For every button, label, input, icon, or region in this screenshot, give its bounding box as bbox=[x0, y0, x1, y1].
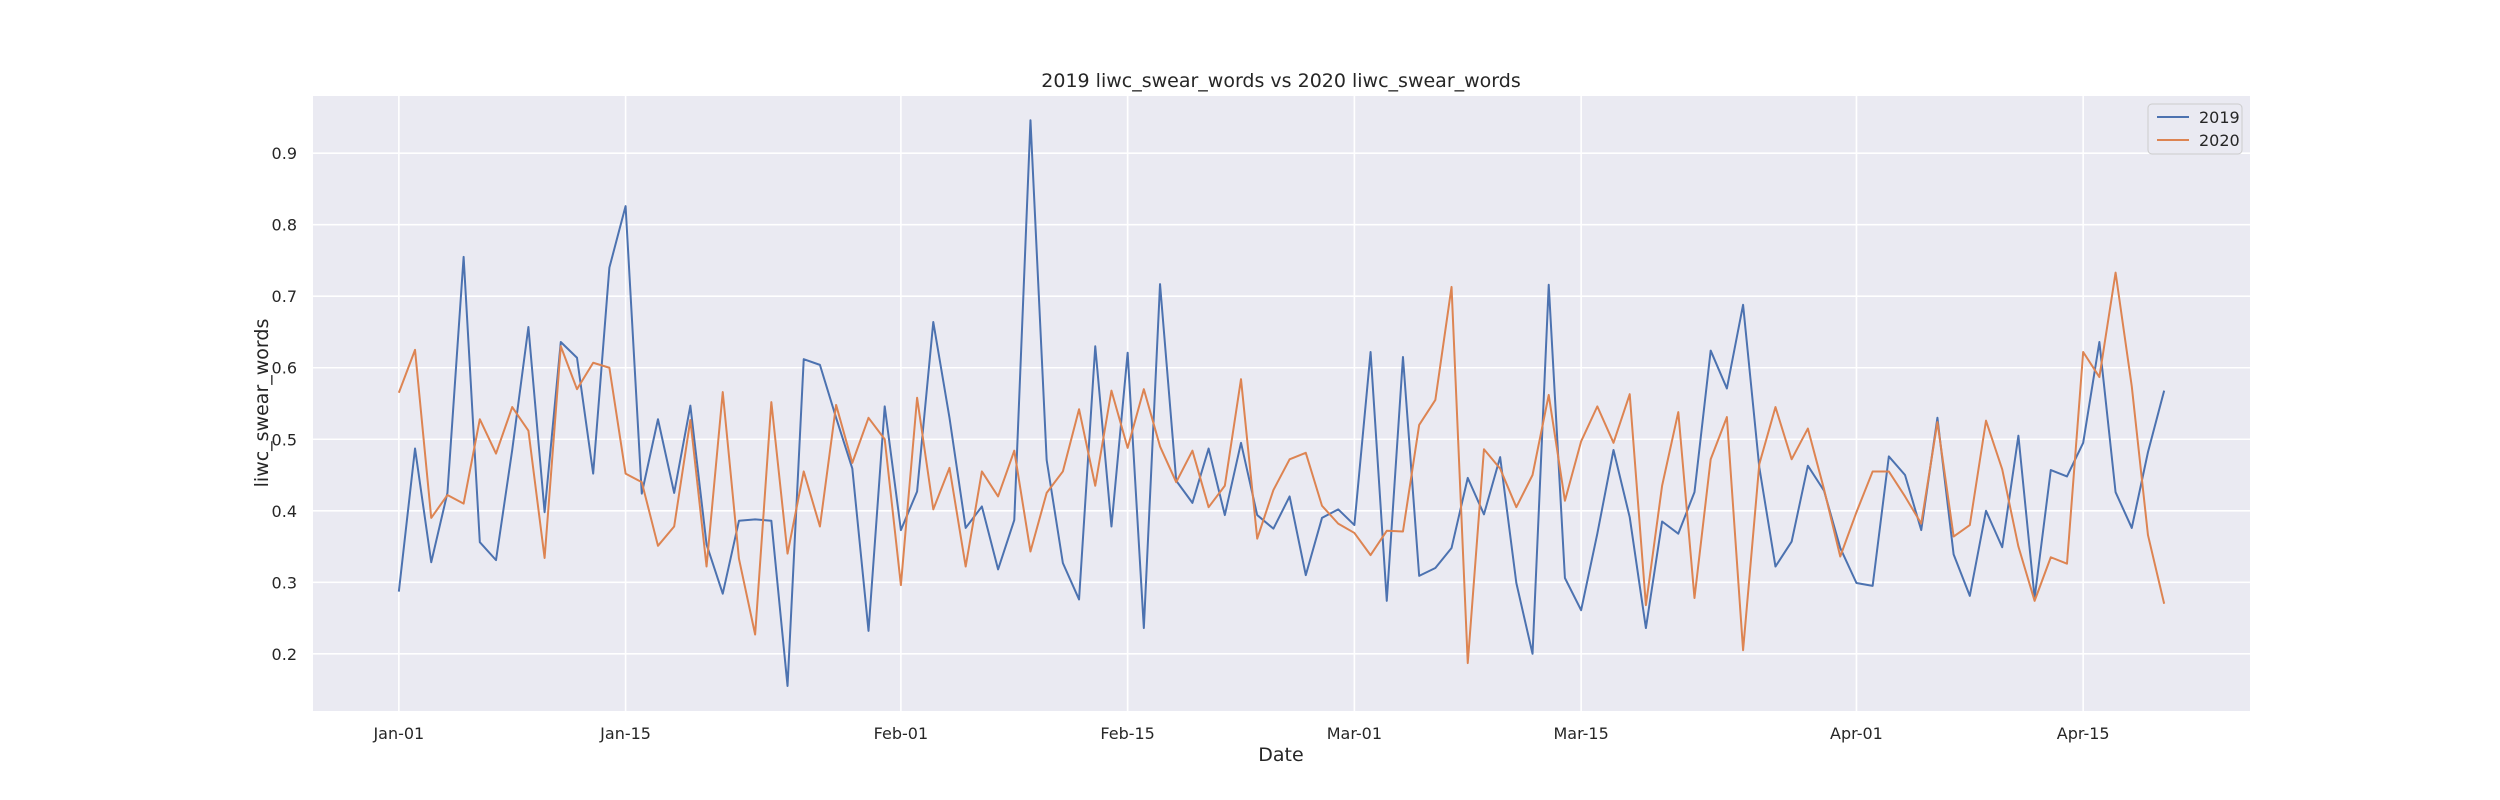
x-tick-label: Jan-15 bbox=[599, 724, 651, 743]
x-tick-label: Jan-01 bbox=[372, 724, 424, 743]
legend-label-2019: 2019 bbox=[2199, 108, 2240, 127]
y-axis-title: liwc_swear_words bbox=[251, 319, 273, 488]
y-tick-label: 0.8 bbox=[272, 216, 297, 235]
x-axis-title: Date bbox=[1258, 744, 1303, 766]
x-tick-label: Feb-15 bbox=[1100, 724, 1154, 743]
y-tick-label: 0.4 bbox=[272, 502, 297, 521]
y-tick-label: 0.7 bbox=[272, 287, 297, 306]
x-tick-label: Mar-01 bbox=[1327, 724, 1382, 743]
series-line-2020 bbox=[397, 271, 2166, 665]
x-tick-label: Apr-01 bbox=[1830, 724, 1883, 743]
y-tick-label: 0.5 bbox=[272, 430, 297, 449]
series-line-2019 bbox=[397, 119, 2166, 687]
legend: 2019 2020 bbox=[2147, 103, 2243, 155]
x-gridlines bbox=[398, 96, 2084, 711]
y-tick-labels: 0.2 0.3 0.4 0.5 0.6 0.7 0.8 0.9 bbox=[272, 144, 297, 664]
series-lines bbox=[397, 119, 2166, 687]
y-tick-label: 0.3 bbox=[272, 573, 297, 592]
y-gridlines bbox=[313, 152, 2250, 655]
y-tick-label: 0.9 bbox=[272, 144, 297, 163]
chart-title: 2019 liwc_swear_words vs 2020 liwc_swear… bbox=[1041, 70, 1520, 92]
x-tick-labels: Jan-01 Jan-15 Feb-01 Feb-15 Mar-01 Mar-15 Apr-… bbox=[372, 724, 2109, 743]
y-tick-label: 0.2 bbox=[272, 645, 297, 664]
x-tick-label: Mar-15 bbox=[1553, 724, 1608, 743]
x-tick-label: Apr-15 bbox=[2057, 724, 2110, 743]
y-tick-label: 0.6 bbox=[272, 359, 297, 378]
x-tick-label: Feb-01 bbox=[874, 724, 928, 743]
legend-label-2020: 2020 bbox=[2199, 131, 2240, 150]
plot-background bbox=[313, 96, 2250, 711]
